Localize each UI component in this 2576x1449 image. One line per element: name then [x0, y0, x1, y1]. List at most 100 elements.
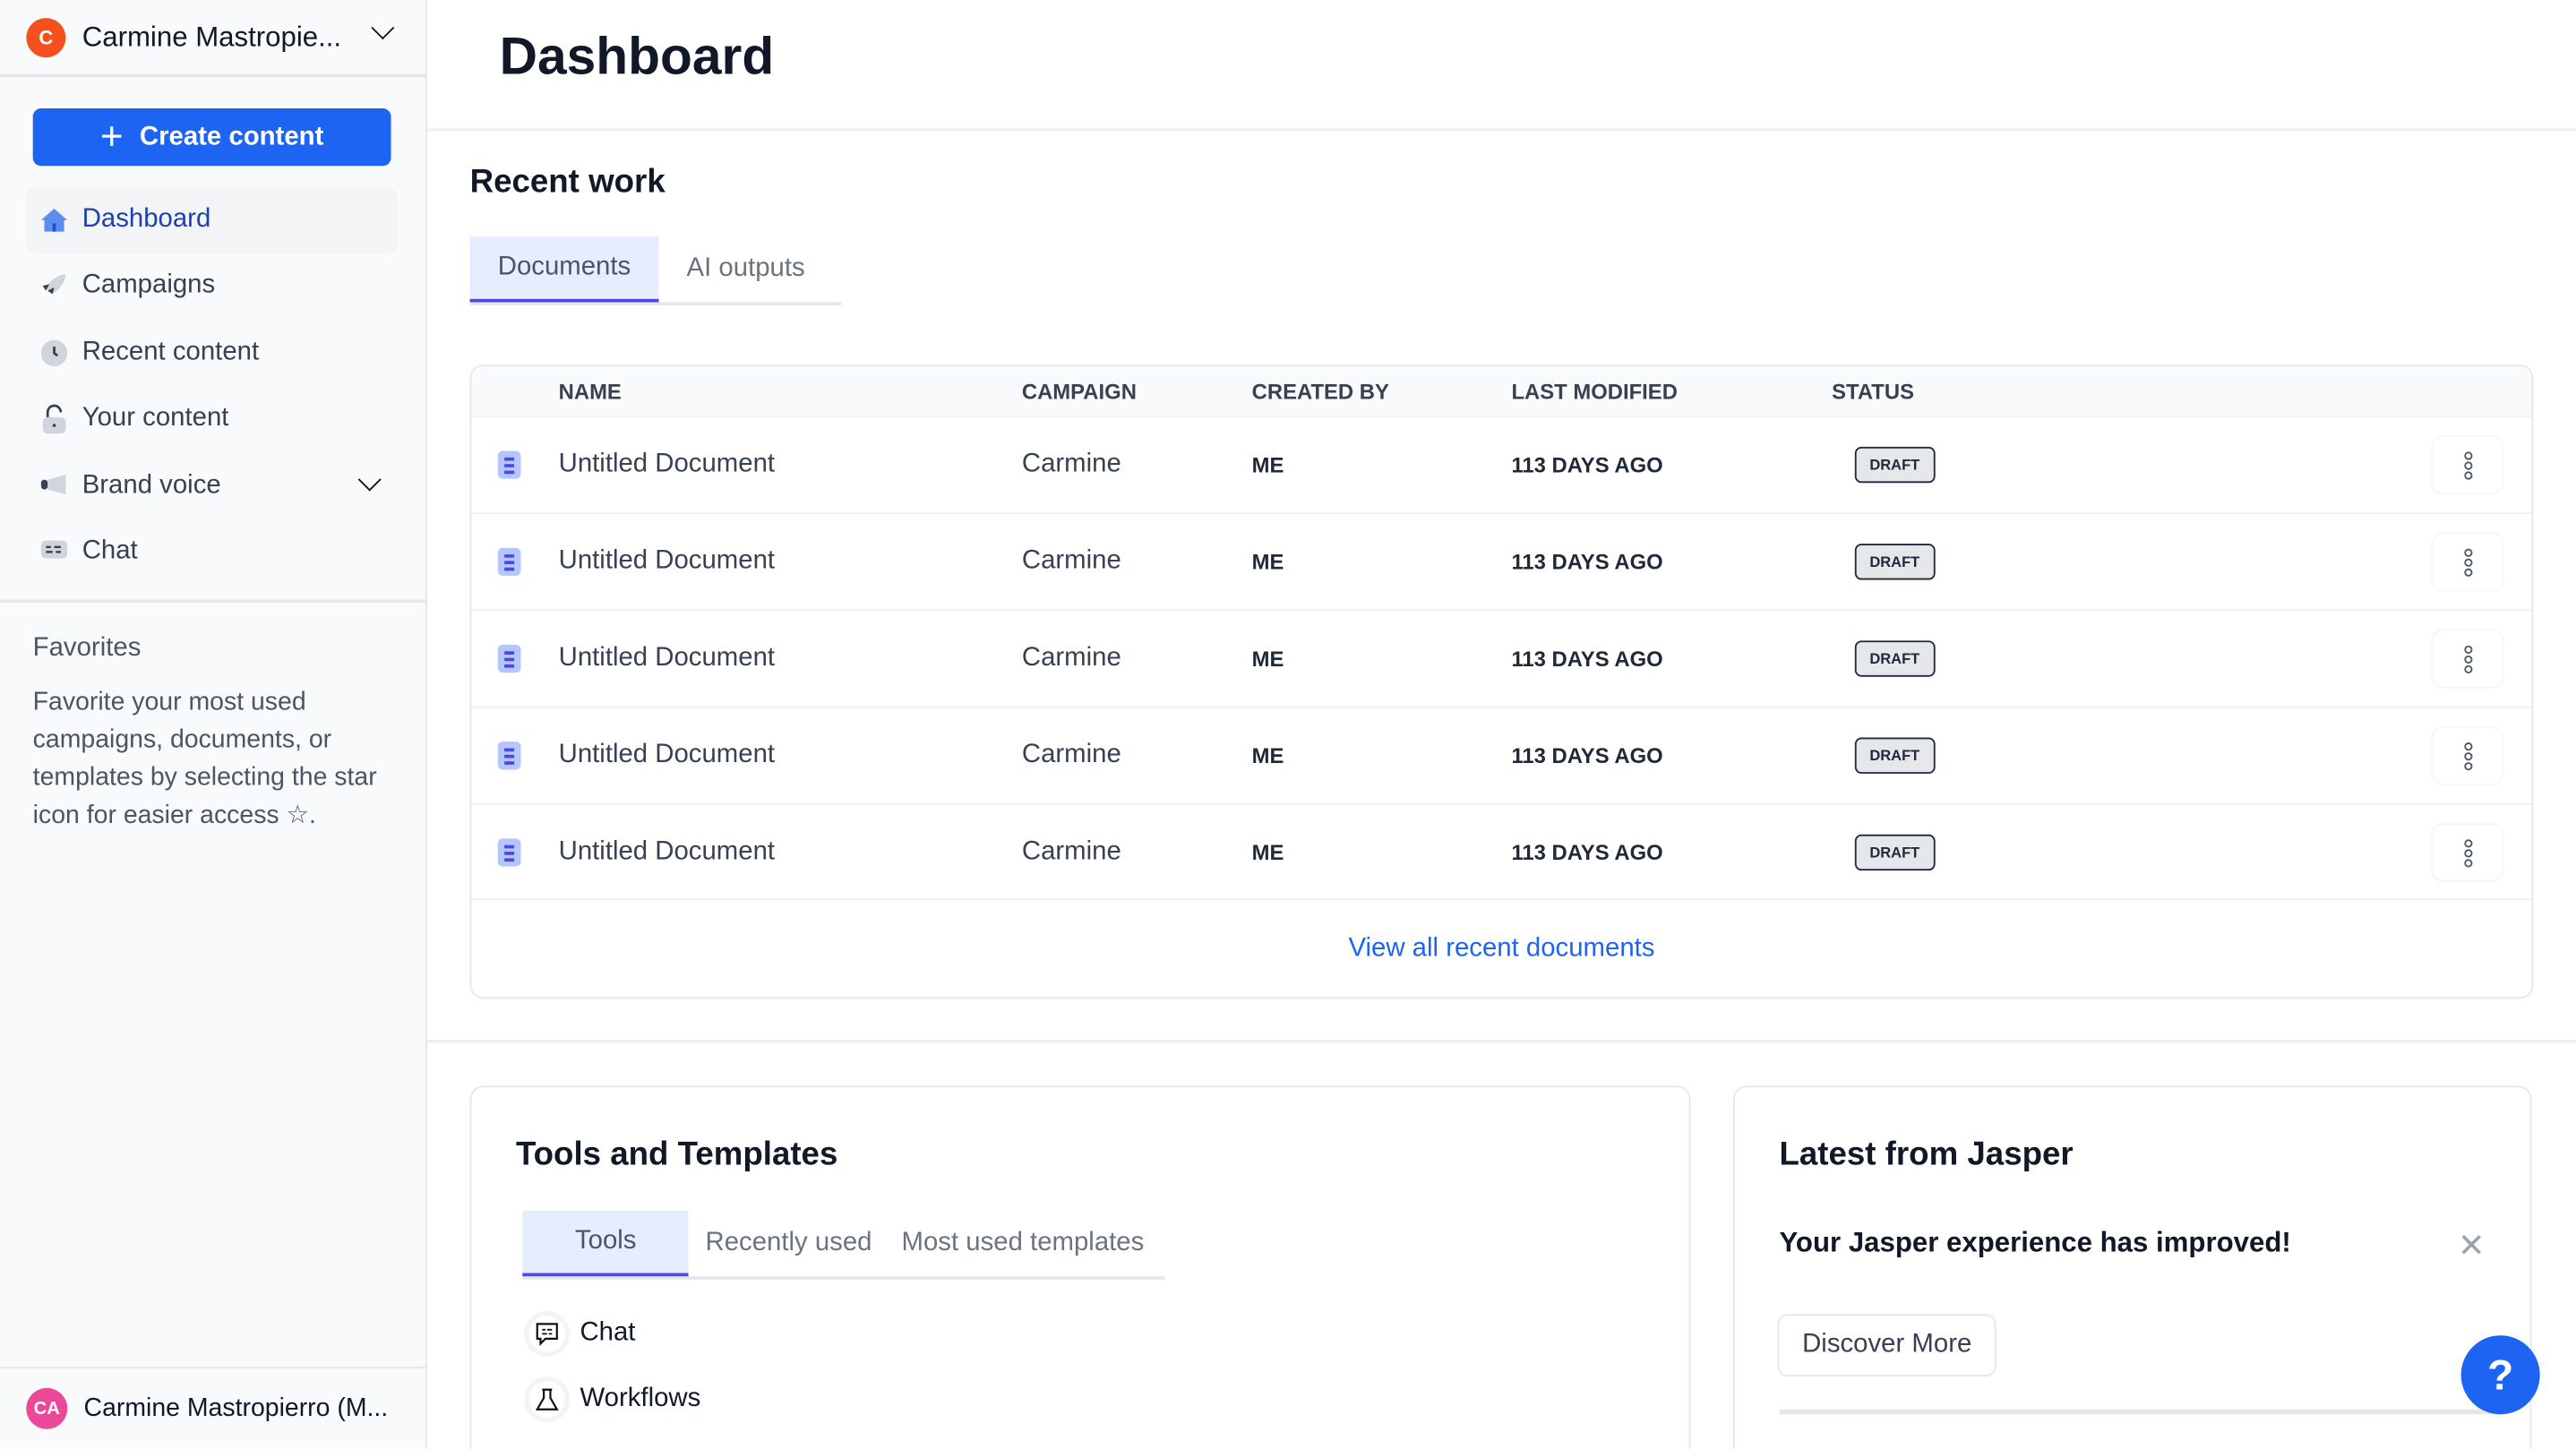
- tool-workflows[interactable]: Workflows: [524, 1376, 701, 1423]
- rocket-icon: [39, 271, 69, 301]
- megaphone-icon: [39, 471, 69, 501]
- sidebar-item-label: Chat: [82, 536, 138, 565]
- document-name[interactable]: Untitled Document: [558, 644, 776, 673]
- campaign-cell: Carmine: [1021, 741, 1121, 769]
- account-avatar: C: [26, 17, 66, 57]
- plus-icon: +: [99, 114, 124, 159]
- campaign-cell: Carmine: [1021, 644, 1121, 673]
- favorites-hint-text: Favorite your most used campaigns, docum…: [32, 688, 377, 830]
- recent-work-tabs: Documents AI outputs: [469, 236, 842, 306]
- sidebar-item-recent-content[interactable]: Recent content: [26, 320, 398, 385]
- document-icon: [497, 644, 521, 673]
- document-icon: [497, 742, 521, 770]
- tab-most-used-templates[interactable]: Most used templates: [901, 1228, 1145, 1257]
- tools-tabs: Tools Recently used Most used templates: [522, 1210, 1165, 1280]
- account-switcher[interactable]: C Carmine Mastropie...: [0, 0, 426, 78]
- page-title: Dashboard: [499, 26, 775, 86]
- document-name[interactable]: Untitled Document: [558, 837, 776, 866]
- document-name[interactable]: Untitled Document: [558, 546, 776, 575]
- campaign-cell: Carmine: [1021, 450, 1121, 478]
- latest-headline: Your Jasper experience has improved!: [1779, 1227, 2291, 1258]
- sidebar-item-chat[interactable]: Chat: [26, 519, 398, 585]
- lock-icon: [39, 405, 69, 434]
- sidebar-item-label: Brand voice: [82, 470, 221, 499]
- section-divider: [426, 1040, 2576, 1043]
- create-content-button[interactable]: + Create content: [32, 108, 391, 167]
- tool-label: Chat: [580, 1318, 636, 1348]
- tab-documents[interactable]: Documents: [469, 236, 659, 303]
- tool-label: Workflows: [580, 1385, 701, 1413]
- table-row[interactable]: Untitled Document Carmine ME 113 DAYS AG…: [471, 512, 2532, 609]
- header-divider: [426, 128, 2576, 132]
- sidebar-item-label: Campaigns: [82, 271, 216, 300]
- tab-ai-outputs[interactable]: AI outputs: [686, 254, 805, 283]
- status-badge: DRAFT: [1854, 834, 1935, 871]
- tools-templates-card: Tools and Templates Tools Recently used …: [469, 1085, 1691, 1449]
- last-modified-cell: 113 DAYS AGO: [1511, 646, 1663, 672]
- column-header-last-modified: LAST MODIFIED: [1511, 379, 1678, 405]
- more-options-icon[interactable]: [2433, 825, 2502, 880]
- table-header: NAME CAMPAIGN CREATED BY LAST MODIFIED S…: [471, 366, 2532, 416]
- discover-more-button[interactable]: Discover More: [1777, 1314, 1996, 1377]
- status-badge: DRAFT: [1854, 737, 1935, 774]
- campaign-cell: Carmine: [1021, 546, 1121, 575]
- last-modified-cell: 113 DAYS AGO: [1511, 549, 1663, 575]
- sidebar-item-label: Your content: [82, 404, 229, 433]
- sidebar-item-campaigns[interactable]: Campaigns: [26, 253, 398, 319]
- recent-documents-table: NAME CAMPAIGN CREATED BY LAST MODIFIED S…: [469, 364, 2534, 999]
- table-row[interactable]: Untitled Document Carmine ME 113 DAYS AG…: [471, 416, 2532, 512]
- chat-icon: [524, 1310, 571, 1358]
- more-options-icon[interactable]: [2433, 630, 2502, 686]
- document-name[interactable]: Untitled Document: [558, 450, 776, 478]
- column-header-status: STATUS: [1832, 379, 1914, 405]
- last-modified-cell: 113 DAYS AGO: [1511, 742, 1663, 768]
- chevron-down-icon: [371, 16, 395, 40]
- status-badge: DRAFT: [1854, 446, 1935, 484]
- more-options-icon[interactable]: [2433, 534, 2502, 589]
- tools-templates-title: Tools and Templates: [515, 1136, 838, 1173]
- star-icon: ☆: [286, 802, 310, 830]
- sidebar-nav: Dashboard Campaigns Recent content Your …: [26, 187, 398, 586]
- created-by-cell: ME: [1251, 549, 1284, 575]
- favorites-hint: Favorite your most used campaigns, docum…: [33, 683, 411, 835]
- progress-track: [1779, 1409, 2503, 1415]
- favorites-hint-suffix: .: [309, 802, 316, 830]
- sidebar-item-dashboard[interactable]: Dashboard: [26, 187, 398, 253]
- help-button[interactable]: ?: [2460, 1335, 2540, 1415]
- favorites-title: Favorites: [32, 634, 142, 663]
- chevron-down-icon[interactable]: [357, 467, 382, 491]
- main-content: Dashboard Recent work Documents AI outpu…: [426, 0, 2576, 1449]
- tab-recently-used[interactable]: Recently used: [705, 1228, 872, 1257]
- column-header-created-by: CREATED BY: [1251, 379, 1389, 405]
- document-name[interactable]: Untitled Document: [558, 741, 776, 769]
- created-by-cell: ME: [1251, 840, 1284, 865]
- created-by-cell: ME: [1251, 742, 1284, 768]
- document-icon: [497, 838, 521, 867]
- sidebar-item-label: Recent content: [82, 338, 260, 366]
- more-options-icon[interactable]: [2433, 437, 2502, 493]
- user-profile[interactable]: CA Carmine Mastropierro (M...: [0, 1367, 427, 1449]
- created-by-cell: ME: [1251, 646, 1284, 672]
- tool-chat[interactable]: Chat: [524, 1310, 636, 1358]
- chat-icon: [39, 537, 69, 567]
- last-modified-cell: 113 DAYS AGO: [1511, 452, 1663, 477]
- tab-tools[interactable]: Tools: [522, 1210, 690, 1277]
- campaign-cell: Carmine: [1021, 837, 1121, 866]
- table-row[interactable]: Untitled Document Carmine ME 113 DAYS AG…: [471, 802, 2532, 900]
- sidebar-item-your-content[interactable]: Your content: [26, 386, 398, 451]
- account-name: Carmine Mastropie...: [82, 20, 342, 52]
- status-badge: DRAFT: [1854, 640, 1935, 677]
- sidebar-divider: [0, 599, 427, 604]
- table-row[interactable]: Untitled Document Carmine ME 113 DAYS AG…: [471, 706, 2532, 803]
- user-name: Carmine Mastropierro (M...: [83, 1393, 389, 1422]
- view-all-recent-documents-link[interactable]: View all recent documents: [1348, 934, 1655, 963]
- latest-title: Latest from Jasper: [1779, 1136, 2074, 1173]
- sidebar: C Carmine Mastropie... + Create content …: [0, 0, 427, 1449]
- close-icon[interactable]: ✕: [2457, 1228, 2486, 1265]
- sidebar-item-brand-voice[interactable]: Brand voice: [26, 452, 398, 518]
- document-icon: [497, 547, 521, 576]
- more-options-icon[interactable]: [2433, 728, 2502, 784]
- table-row[interactable]: Untitled Document Carmine ME 113 DAYS AG…: [471, 609, 2532, 706]
- create-content-label: Create content: [139, 122, 324, 150]
- column-header-name: NAME: [558, 379, 622, 405]
